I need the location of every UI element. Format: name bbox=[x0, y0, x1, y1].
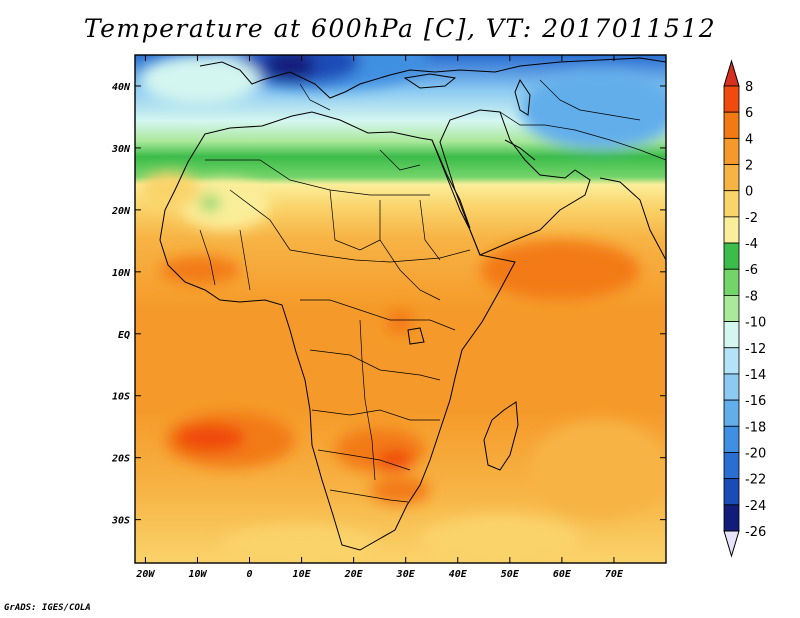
map-title: Temperature at 600hPa [C], VT: 201701151… bbox=[83, 14, 717, 43]
colorbar-label: 2 bbox=[745, 159, 753, 174]
lat-tick-label: 10S bbox=[112, 392, 130, 403]
country-borders bbox=[199, 79, 666, 503]
colorbar-cell bbox=[723, 268, 740, 296]
arabia-coastline bbox=[439, 109, 591, 256]
lat-tick-label: 10N bbox=[112, 268, 131, 279]
colorbar-label: -24 bbox=[745, 499, 766, 514]
lon-tick-label: 40E bbox=[449, 569, 468, 580]
colorbar-cell bbox=[723, 399, 740, 427]
colorbar-cell bbox=[723, 137, 740, 165]
colorbar-cell bbox=[723, 216, 740, 244]
colorbar-label: -18 bbox=[745, 420, 766, 435]
lat-tick-label: 40N bbox=[112, 82, 131, 93]
lon-tick-label: 10W bbox=[188, 569, 207, 580]
lon-tick-label: 20W bbox=[135, 569, 155, 580]
colorbar-top-arrow bbox=[723, 59, 740, 87]
colorbar-label: -16 bbox=[745, 394, 766, 409]
colorbar-cell bbox=[723, 425, 740, 453]
colorbar-cell bbox=[723, 242, 740, 270]
lon-tick-label: 60E bbox=[553, 569, 572, 580]
colorbar-cell bbox=[723, 190, 740, 218]
lon-tick-label: 20E bbox=[344, 569, 364, 580]
colorbar-label: -6 bbox=[745, 263, 758, 278]
colorbar-label: -20 bbox=[745, 446, 766, 461]
lake-victoria bbox=[407, 327, 425, 345]
colorbar-cell bbox=[723, 321, 740, 349]
credit-text: GrADS: IGES/COLA bbox=[4, 603, 91, 613]
lon-tick-label: 50E bbox=[501, 569, 520, 580]
temperature-field bbox=[135, 55, 666, 563]
lat-tick-label: 30S bbox=[111, 516, 130, 527]
colorbar-cell bbox=[723, 347, 740, 375]
colorbar-cell bbox=[723, 111, 740, 139]
madagascar-coastline bbox=[483, 401, 519, 471]
colorbar-cell bbox=[723, 295, 740, 322]
colorbar-bottom-arrow bbox=[723, 530, 740, 558]
colorbar-label: -14 bbox=[745, 368, 766, 383]
colorbar-cell bbox=[723, 452, 740, 480]
lon-tick-label: 10E bbox=[293, 569, 312, 580]
colorbar-label: -8 bbox=[745, 289, 758, 304]
coastlines bbox=[159, 57, 666, 551]
plot-frame bbox=[134, 54, 667, 564]
lon-tick-label: 70E bbox=[605, 569, 624, 580]
colorbar-label: -26 bbox=[745, 525, 766, 540]
colorbar-cell bbox=[723, 373, 740, 401]
red-sea bbox=[431, 139, 471, 229]
colorbar-label: -4 bbox=[745, 237, 758, 252]
colorbar-label: -2 bbox=[745, 211, 758, 226]
latitude-axis: 40N 30N 20N 10N EQ 10S 20S 30S bbox=[111, 82, 666, 527]
longitude-axis: 20W 10W 0 10E 20E 30E 40E 50E 60E 70E bbox=[135, 55, 624, 580]
colorbar-label: 4 bbox=[745, 132, 753, 147]
europe-coastline bbox=[199, 57, 666, 99]
colorbar-cell bbox=[723, 504, 740, 532]
colorbar-cell bbox=[723, 164, 740, 192]
lon-tick-label: 0 bbox=[247, 569, 253, 580]
caspian-sea bbox=[514, 78, 531, 116]
colorbar-label: -22 bbox=[745, 473, 766, 488]
india-coastline bbox=[599, 177, 666, 261]
colorbar-label: 0 bbox=[745, 185, 753, 200]
colorbar-label: 8 bbox=[745, 80, 753, 95]
lon-tick-label: 30E bbox=[396, 569, 416, 580]
lat-tick-label: 30N bbox=[111, 144, 131, 155]
colorbar-label: -10 bbox=[745, 316, 766, 331]
colorbar-label: 6 bbox=[745, 106, 753, 121]
gulf bbox=[504, 139, 536, 161]
colorbar-cell bbox=[723, 478, 740, 506]
colorbar-label: -12 bbox=[745, 342, 766, 357]
lat-tick-label: 20N bbox=[111, 206, 131, 217]
lat-tick-label: 20S bbox=[111, 454, 130, 465]
colorbar-cell bbox=[723, 85, 740, 113]
lat-tick-label: EQ bbox=[118, 330, 130, 341]
africa-coastline bbox=[159, 111, 516, 551]
colorbar: 8 6 4 2 0 -2 -4 -6 -8 -10 -12 -14 -16 -18 -20 -22 -24 -26 bbox=[723, 59, 766, 558]
black-sea bbox=[403, 73, 457, 89]
